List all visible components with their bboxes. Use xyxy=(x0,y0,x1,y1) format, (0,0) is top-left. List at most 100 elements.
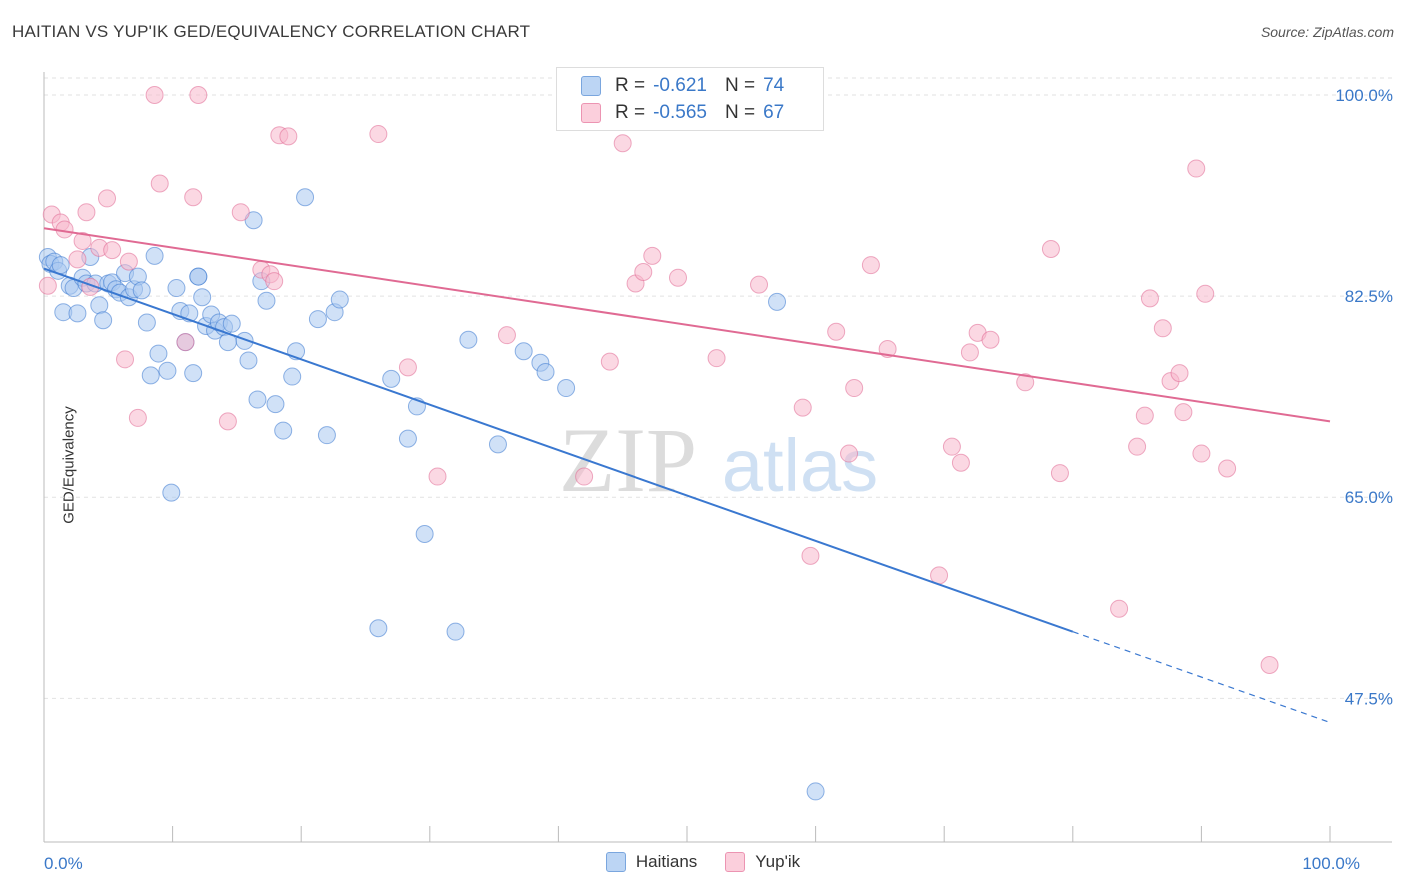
haitians-point xyxy=(167,279,186,298)
legend-row-yupik: R = -0.565 N = 67 xyxy=(581,101,784,125)
haitians-point xyxy=(145,246,164,265)
yupik-trend-line xyxy=(43,227,1331,423)
haitians-point xyxy=(248,390,267,409)
yupik-point xyxy=(103,241,122,260)
yupik-point xyxy=(428,467,447,486)
haitians-point xyxy=(536,362,555,381)
haitians-point xyxy=(90,296,109,315)
haitians-point xyxy=(330,290,349,309)
haitians-trend-extension xyxy=(1072,631,1331,724)
legend-n-value: 67 xyxy=(763,102,785,123)
haitians-point xyxy=(149,344,168,363)
yupik-point xyxy=(184,188,203,207)
yupik-point xyxy=(176,333,195,352)
yupik-point xyxy=(942,437,961,456)
yupik-point xyxy=(189,85,208,104)
legend-label-yupik: Yup'ik xyxy=(755,852,801,871)
yupik-point xyxy=(73,231,92,250)
yupik-point xyxy=(1016,373,1035,392)
legend-r-label: R = xyxy=(615,75,646,96)
legend-swatch-haitians xyxy=(581,76,601,96)
legend-r-value: -0.565 xyxy=(653,102,707,123)
trend-lines xyxy=(43,227,1331,724)
series-legend: Haitians Yup'ik xyxy=(0,852,1406,872)
yupik-point xyxy=(575,467,594,486)
chart-title: HAITIAN VS YUP'IK GED/EQUIVALENCY CORREL… xyxy=(12,22,531,41)
yupik-point xyxy=(1192,444,1211,463)
yupik-point xyxy=(1153,319,1172,338)
yupik-point xyxy=(150,174,169,193)
legend-swatch-yupik xyxy=(725,852,746,872)
haitians-point xyxy=(768,292,787,311)
legend-label-haitians: Haitians xyxy=(635,852,698,871)
axes xyxy=(43,72,1392,843)
haitians-point xyxy=(184,364,203,383)
yupik-point xyxy=(218,412,237,431)
haitians-point xyxy=(317,426,336,445)
legend-item-yupik: Yup'ik xyxy=(725,852,800,872)
haitians-point xyxy=(806,782,825,801)
watermark-atlas: atlas xyxy=(722,424,878,507)
legend-r-label: R = xyxy=(615,102,646,123)
haitians-point xyxy=(283,367,302,386)
haitians-point xyxy=(239,351,258,370)
haitians-point xyxy=(369,619,388,638)
y-tick-label: 65.0% xyxy=(1345,488,1393,507)
y-tick-label: 100.0% xyxy=(1335,86,1393,105)
haitians-point xyxy=(193,288,212,307)
yupik-point xyxy=(1135,406,1154,425)
yupik-point xyxy=(1218,459,1237,478)
haitians-point xyxy=(398,429,417,448)
yupik-point xyxy=(707,349,726,368)
yupik-point xyxy=(600,352,619,371)
yupik-point xyxy=(793,398,812,417)
haitians-trend-line xyxy=(43,267,1074,633)
haitians-point xyxy=(296,188,315,207)
haitians-point xyxy=(266,395,285,414)
yupik-point xyxy=(77,203,96,222)
y-tick-label: 82.5% xyxy=(1345,287,1393,306)
yupik-point xyxy=(398,358,417,377)
yupik-point xyxy=(55,220,74,239)
haitians-point xyxy=(244,211,263,230)
yupik-point xyxy=(279,127,298,146)
yupik-point xyxy=(265,272,284,291)
haitians-point xyxy=(557,379,576,398)
yupik-point xyxy=(981,330,1000,349)
x-tick-label: 0.0% xyxy=(44,854,83,873)
haitians-point xyxy=(94,311,113,330)
yupik-point xyxy=(1050,464,1069,483)
yupik-point xyxy=(1140,289,1159,308)
haitians-point xyxy=(382,369,401,388)
yupik-point xyxy=(1110,599,1129,618)
haitians-point xyxy=(189,267,208,286)
haitians-point xyxy=(68,304,87,323)
yupik-point xyxy=(128,408,147,427)
yupik-point xyxy=(861,256,880,275)
yupik-point xyxy=(801,546,820,565)
yupik-point xyxy=(116,350,135,369)
legend-n-label: N = xyxy=(724,75,756,96)
yupik-point xyxy=(369,125,388,144)
yupik-point xyxy=(1174,403,1193,422)
yupik-point xyxy=(634,262,653,281)
haitians-point xyxy=(51,256,70,275)
yupik-point xyxy=(827,322,846,341)
haitians-point xyxy=(158,361,177,380)
yupik-point xyxy=(668,268,687,287)
yupik-point xyxy=(1187,159,1206,178)
yupik-point xyxy=(1260,656,1279,675)
legend-n-label: N = xyxy=(724,102,756,123)
haitians-point xyxy=(514,342,533,361)
yupik-point xyxy=(98,189,117,208)
haitians-point xyxy=(132,281,151,300)
haitians-point xyxy=(446,622,465,641)
yupik-point xyxy=(1196,284,1215,303)
y-tick-label: 47.5% xyxy=(1345,689,1393,708)
yupik-point xyxy=(960,343,979,362)
yupik-point xyxy=(497,326,516,345)
haitians-point xyxy=(308,310,327,329)
x-tick-label: 100.0% xyxy=(1302,854,1360,873)
legend-r-value: -0.621 xyxy=(653,75,707,96)
